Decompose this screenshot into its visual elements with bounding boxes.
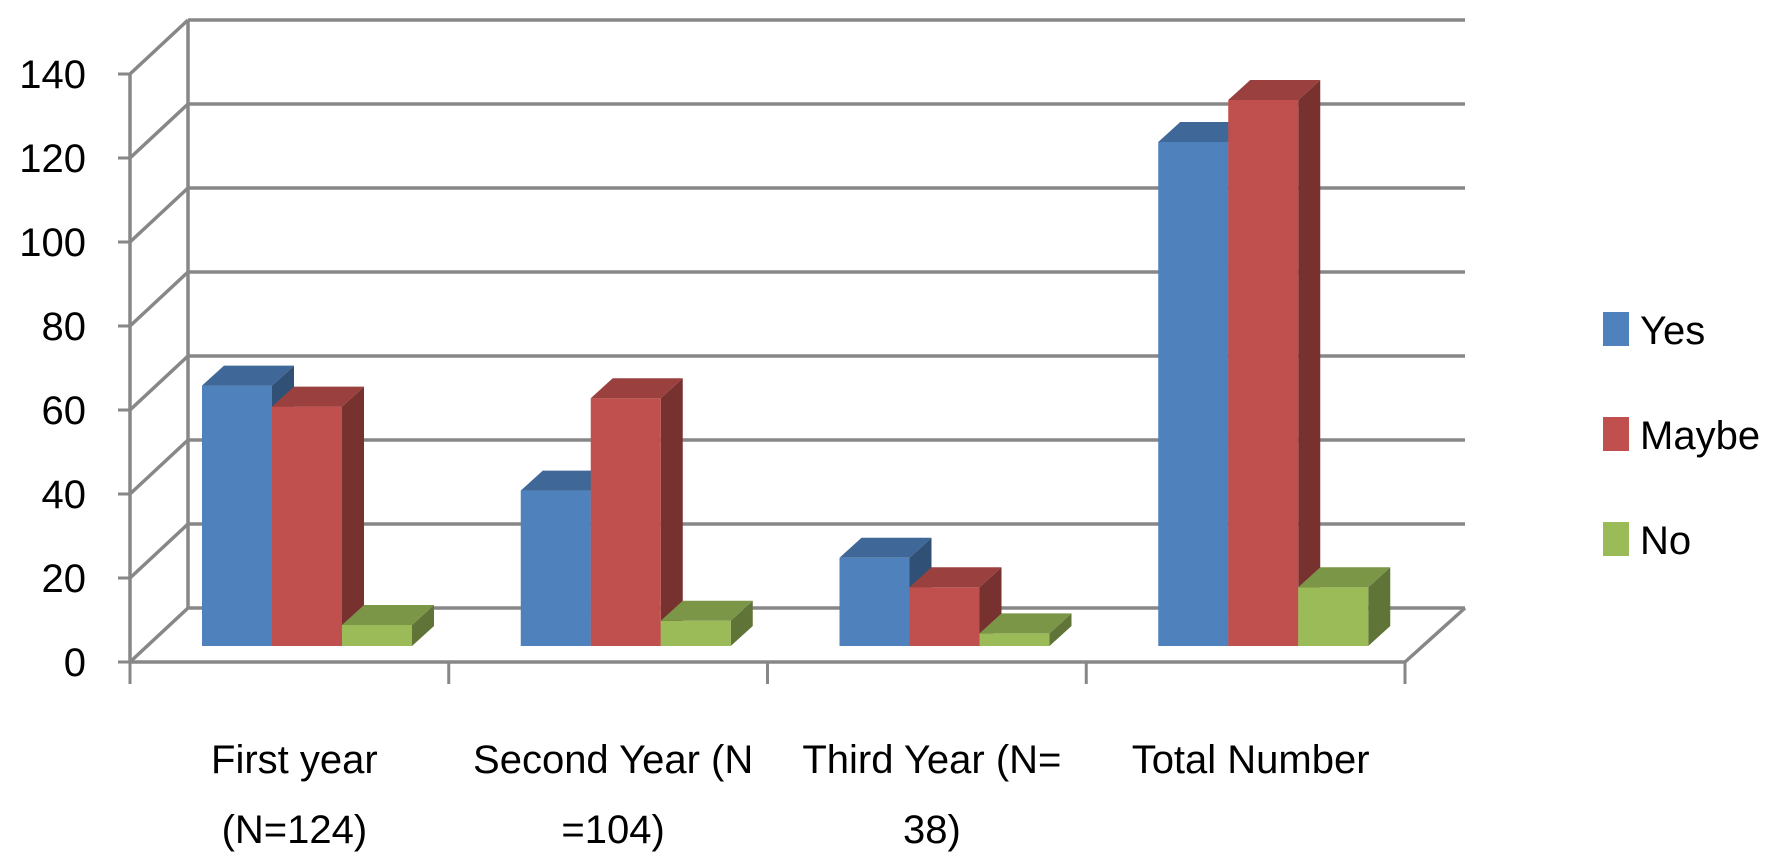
bar-front: [202, 385, 272, 646]
bar-top: [202, 365, 294, 386]
y-tick-label: 140: [19, 53, 86, 97]
floor-right-edge: [1403, 606, 1467, 664]
bar-side: [730, 600, 753, 646]
x-tick-label: 38): [903, 808, 961, 852]
bar-no: [979, 613, 1072, 646]
gridline-diagonal: [128, 354, 190, 412]
bar-front: [590, 398, 661, 646]
gridline-diagonal: [128, 606, 190, 664]
gridline-diagonal: [128, 438, 190, 496]
bar-no: [660, 600, 753, 646]
y-tick-label: 0: [64, 641, 86, 685]
bar-front: [342, 625, 412, 646]
bar-front: [979, 633, 1050, 646]
bar-no: [1298, 567, 1391, 646]
bar-side: [1298, 80, 1321, 646]
x-tick-label: Third Year (N=: [802, 738, 1061, 782]
bar-front: [272, 406, 342, 646]
bar-front: [660, 620, 731, 646]
bar-top: [590, 378, 683, 399]
x-tick-label: Second Year (N: [473, 738, 753, 782]
bar-top: [979, 613, 1072, 634]
bar-side: [660, 378, 683, 646]
bar-top: [660, 600, 753, 621]
bar-maybe: [909, 567, 1002, 646]
legend-swatch-maybe: [1603, 417, 1629, 451]
legend-label-maybe: Maybe: [1640, 414, 1760, 458]
y-tick-label: 20: [42, 557, 87, 601]
legend-swatch-no: [1603, 522, 1629, 556]
y-tick-labels: 0 20 40 60 80 100 120 140: [19, 53, 86, 685]
bar-top: [839, 537, 932, 558]
bar-front: [520, 490, 591, 646]
x-tick-label: Total Number: [1132, 738, 1370, 782]
bar-no: [342, 605, 434, 646]
bar-top: [909, 567, 1002, 588]
bar-top: [520, 470, 613, 491]
legend-swatch-yes: [1603, 312, 1629, 346]
bar-top: [1298, 567, 1391, 588]
gridline-diagonal: [128, 186, 190, 244]
x-tick-label: (N=124): [222, 808, 368, 852]
y-tick-label: 100: [19, 221, 86, 265]
x-tick-label: =104): [561, 808, 664, 852]
bar-top: [1228, 80, 1321, 100]
bar-front: [909, 587, 980, 646]
bar-side: [1368, 567, 1391, 646]
x-tick-label: First year: [211, 738, 378, 782]
bar-side: [412, 605, 434, 646]
y-tick-label: 80: [42, 305, 87, 349]
legend: Yes Maybe No: [1603, 309, 1760, 563]
bar-top: [1158, 122, 1251, 142]
bar-side: [1049, 613, 1072, 646]
bar-front: [839, 557, 910, 646]
bar-front: [1298, 587, 1369, 646]
bar-side: [342, 386, 364, 646]
bar-yes: [839, 537, 932, 646]
legend-label-yes: Yes: [1640, 309, 1705, 353]
bar-top: [272, 386, 364, 407]
y-tick-label: 120: [19, 137, 86, 181]
gridline-diagonal: [128, 18, 190, 76]
legend-label-no: No: [1640, 519, 1691, 563]
bar-top: [342, 605, 434, 625]
y-tick-label: 60: [42, 389, 87, 433]
bar-front: [1158, 142, 1229, 646]
y-tick-label: 40: [42, 473, 87, 517]
gridline-diagonal: [128, 102, 190, 160]
x-tick-labels: First year (N=124) Second Year (N =104) Thir…: [211, 738, 1370, 852]
bar-front: [1228, 100, 1299, 646]
gridline-diagonal: [128, 522, 190, 580]
bar-maybe: [590, 378, 683, 646]
bar-maybe: [272, 386, 364, 646]
bars: [202, 80, 1391, 646]
bar-maybe: [1228, 80, 1321, 646]
gridline-diagonal: [128, 270, 190, 328]
